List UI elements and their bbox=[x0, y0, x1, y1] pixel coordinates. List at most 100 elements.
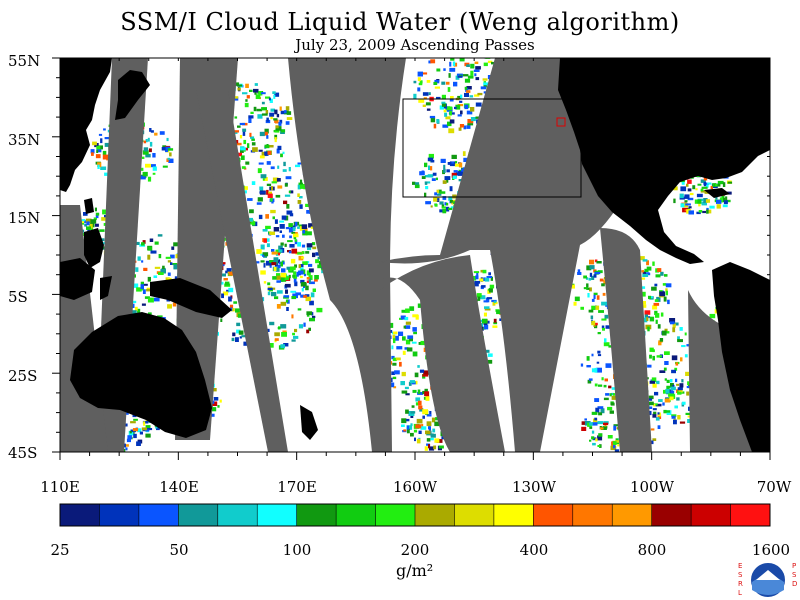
cloud-pixel bbox=[457, 104, 464, 107]
cloud-pixel bbox=[400, 381, 405, 386]
cloud-pixel bbox=[298, 270, 304, 275]
cloud-pixel bbox=[411, 341, 417, 344]
noaa-logo: ESRL PSD bbox=[736, 560, 800, 600]
cloud-pixel bbox=[90, 219, 97, 224]
cloud-pixel bbox=[165, 256, 171, 259]
cloud-pixel bbox=[139, 431, 143, 435]
cloud-pixel bbox=[666, 379, 670, 383]
cloud-pixel bbox=[420, 426, 427, 430]
cloud-pixel bbox=[474, 280, 481, 284]
cloud-pixel bbox=[662, 283, 667, 286]
cloud-pixel bbox=[681, 379, 684, 383]
cloud-pixel bbox=[700, 190, 706, 193]
cloud-pixel bbox=[414, 184, 420, 189]
cloud-pixel bbox=[132, 283, 139, 288]
cloud-pixel bbox=[142, 150, 149, 155]
map-title: SSM/I Cloud Liquid Water (Weng algorithm… bbox=[120, 8, 680, 36]
cloud-pixel bbox=[248, 118, 252, 123]
cloud-pixel bbox=[445, 116, 451, 120]
cloud-pixel bbox=[395, 357, 401, 361]
cloud-pixel bbox=[172, 263, 178, 266]
cloud-pixel bbox=[276, 113, 280, 118]
cloud-pixel bbox=[677, 339, 683, 343]
cloud-pixel bbox=[419, 171, 425, 176]
cloud-pixel bbox=[428, 60, 432, 64]
cloud-pixel bbox=[492, 301, 496, 306]
cloud-pixel bbox=[254, 83, 258, 86]
cloud-pixel bbox=[292, 274, 296, 278]
cloud-pixel bbox=[415, 380, 418, 385]
cloud-pixel bbox=[487, 359, 493, 364]
cloud-pixel bbox=[601, 325, 605, 329]
cloud-pixel bbox=[655, 380, 660, 385]
cloud-pixel bbox=[280, 153, 283, 158]
cloud-pixel bbox=[142, 171, 148, 177]
cloud-pixel bbox=[475, 116, 481, 119]
cloud-pixel bbox=[428, 444, 431, 449]
cloud-pixel bbox=[147, 276, 151, 282]
colorbar-tick-label: 400 bbox=[519, 541, 549, 559]
cloud-pixel bbox=[604, 424, 607, 428]
cloud-pixel bbox=[417, 71, 423, 77]
cloud-pixel bbox=[262, 254, 265, 257]
cloud-pixel bbox=[421, 423, 424, 428]
cloud-pixel bbox=[460, 110, 463, 115]
cloud-pixel bbox=[598, 433, 603, 437]
lon-label: 160W bbox=[392, 478, 438, 496]
cloud-pixel bbox=[293, 271, 297, 275]
cloud-pixel bbox=[245, 83, 249, 88]
cloud-pixel bbox=[306, 280, 309, 283]
cloud-pixel bbox=[641, 304, 647, 308]
colorbar-swatch bbox=[651, 504, 692, 526]
cloud-pixel bbox=[675, 362, 679, 366]
cloud-pixel bbox=[588, 277, 592, 281]
cloud-pixel bbox=[591, 422, 598, 426]
cloud-pixel bbox=[600, 408, 605, 414]
cloud-pixel bbox=[673, 186, 678, 191]
cloud-pixel bbox=[245, 161, 250, 165]
cloud-pixel bbox=[217, 331, 219, 336]
cloud-pixel bbox=[284, 283, 291, 288]
cloud-pixel bbox=[612, 441, 617, 445]
cloud-pixel bbox=[419, 80, 423, 84]
cloud-pixel bbox=[306, 311, 313, 316]
cloud-pixel bbox=[170, 262, 173, 265]
cloud-pixel bbox=[242, 128, 247, 132]
cloud-pixel bbox=[603, 422, 609, 426]
cloud-pixel bbox=[165, 149, 169, 153]
cloud-pixel bbox=[403, 325, 406, 329]
cloud-pixel bbox=[466, 125, 471, 129]
cloud-pixel bbox=[449, 110, 452, 116]
cloud-pixel bbox=[654, 391, 659, 396]
cloud-pixel bbox=[613, 425, 617, 431]
cloud-pixel bbox=[406, 425, 410, 430]
cloud-pixel bbox=[593, 418, 598, 423]
cloud-pixel bbox=[276, 178, 281, 182]
cloud-pixel bbox=[282, 169, 287, 172]
cloud-pixel bbox=[404, 386, 409, 390]
cloud-pixel bbox=[321, 268, 324, 274]
cloud-pixel bbox=[276, 290, 283, 294]
cloud-pixel bbox=[449, 161, 456, 167]
cloud-pixel bbox=[274, 219, 278, 224]
cloud-pixel bbox=[613, 393, 616, 396]
cloud-pixel bbox=[152, 153, 156, 158]
cloud-pixel bbox=[283, 295, 290, 298]
cloud-pixel bbox=[772, 316, 776, 321]
cloud-pixel bbox=[450, 200, 453, 203]
cloud-pixel bbox=[148, 148, 152, 153]
cloud-pixel bbox=[137, 256, 141, 261]
cloud-pixel bbox=[664, 331, 670, 334]
cloud-pixel bbox=[422, 409, 428, 415]
cloud-pixel bbox=[667, 299, 670, 305]
cloud-pixel bbox=[483, 312, 487, 317]
cloud-pixel bbox=[302, 229, 306, 234]
cloud-pixel bbox=[673, 198, 676, 204]
cloud-pixel bbox=[277, 264, 281, 269]
cloud-pixel bbox=[303, 285, 305, 288]
cloud-pixel bbox=[648, 395, 654, 400]
cloud-pixel bbox=[670, 383, 674, 387]
cloud-pixel bbox=[485, 297, 490, 303]
cloud-pixel bbox=[141, 303, 146, 306]
cloud-pixel bbox=[603, 342, 610, 347]
